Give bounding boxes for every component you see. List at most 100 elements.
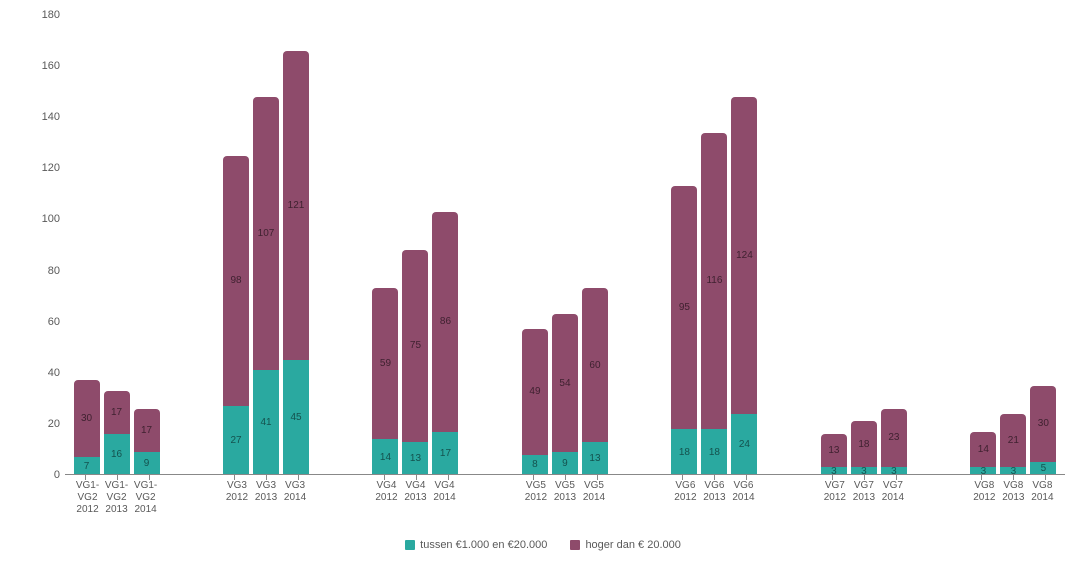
- bar-group: 133183233: [812, 15, 915, 475]
- bar-column: 116 18: [701, 15, 727, 475]
- bar-segment-high: 18: [851, 421, 877, 467]
- bar-group: 143213 30 5: [962, 15, 1065, 475]
- bar-segment-low: 24: [731, 414, 757, 475]
- bar-segment-low: 18: [671, 429, 697, 475]
- bar-value-high: 54: [559, 378, 570, 389]
- legend-label: hoger dan € 20.000: [585, 539, 680, 551]
- bar-column: 75 13: [402, 15, 428, 475]
- bar-segment-low: 7: [74, 457, 100, 475]
- x-tick-label: VG82014: [1030, 480, 1055, 516]
- bar-segment-low: 13: [402, 442, 428, 475]
- bar-value-high: 23: [888, 432, 899, 443]
- bar-value-low: 17: [440, 448, 451, 459]
- bar-column: 59 14: [372, 15, 398, 475]
- x-tick-label: VG42014: [432, 480, 457, 516]
- bar-segment-high: 30: [1030, 386, 1056, 463]
- x-tick-label: VG72012: [822, 480, 847, 516]
- bar-segment-high: 121: [283, 51, 309, 360]
- x-tick-label: VG72013: [851, 480, 876, 516]
- x-tick-label: VG72014: [880, 480, 905, 516]
- bar-column: 143: [970, 15, 996, 475]
- bar-value-high: 30: [1038, 418, 1049, 429]
- bar-value-low: 7: [84, 461, 90, 472]
- bar-column: 54 9: [552, 15, 578, 475]
- bar-value-low: 9: [144, 458, 150, 469]
- bar-value-high: 121: [288, 200, 305, 211]
- bar-segment-high: 75: [402, 250, 428, 442]
- bar-value-low: 18: [709, 447, 720, 458]
- bar-value-low: 14: [380, 452, 391, 463]
- bar-group: 59 14 75 13 86 17: [364, 15, 467, 475]
- bar-segment-low: 45: [283, 360, 309, 475]
- bar-segment-high: 21: [1000, 414, 1026, 468]
- bar-column: 133: [821, 15, 847, 475]
- x-tick-label: VG62013: [702, 480, 727, 516]
- bar-group: 498 54 9 60 13: [513, 15, 616, 475]
- y-tick-label: 60: [25, 316, 60, 328]
- x-tick-label: VG1-VG22012: [75, 480, 100, 516]
- x-tick-label: VG52013: [552, 480, 577, 516]
- bar-segment-high: 107: [253, 97, 279, 370]
- bar-value-high: 107: [258, 228, 275, 239]
- bar-value-high: 17: [141, 425, 152, 436]
- x-axis-labels: VG1-VG22012VG1-VG22013VG1-VG22014VG32012…: [65, 480, 1065, 516]
- plot-area: 020406080100120140160180 307171617998271…: [65, 15, 1065, 475]
- bar-value-high: 98: [230, 275, 241, 286]
- bar-value-low: 16: [111, 449, 122, 460]
- x-tick-label: VG42013: [403, 480, 428, 516]
- legend-item-low: tussen €1.000 en €20.000: [405, 539, 547, 551]
- x-tick-label: VG32014: [283, 480, 308, 516]
- y-tick-label: 180: [25, 9, 60, 21]
- legend-label: tussen €1.000 en €20.000: [420, 539, 547, 551]
- bar-value-high: 60: [589, 360, 600, 371]
- bar-column: 213: [1000, 15, 1026, 475]
- bar-column: 60 13: [582, 15, 608, 475]
- bar-column: 124 24: [731, 15, 757, 475]
- bar-column: 86 17: [432, 15, 458, 475]
- y-tick-label: 160: [25, 60, 60, 72]
- y-tick-label: 20: [25, 418, 60, 430]
- bar-column: 498: [522, 15, 548, 475]
- x-tick-label: VG1-VG22014: [133, 480, 158, 516]
- x-tick-label: VG62012: [673, 480, 698, 516]
- bar-segment-high: 30: [74, 380, 100, 457]
- bar-value-high: 17: [111, 407, 122, 418]
- bar-column: 107 41: [253, 15, 279, 475]
- bar-group: 3071716179: [65, 15, 168, 475]
- bar-segment-high: 17: [134, 409, 160, 452]
- bar-value-high: 86: [440, 316, 451, 327]
- bar-value-high: 13: [828, 445, 839, 456]
- y-tick-label: 140: [25, 111, 60, 123]
- bar-segment-low: 17: [432, 432, 458, 475]
- bar-segment-high: 14: [970, 432, 996, 468]
- bar-value-low: 27: [230, 435, 241, 446]
- bar-segment-low: 14: [372, 439, 398, 475]
- bar-value-high: 95: [679, 302, 690, 313]
- legend-item-high: hoger dan € 20.000: [570, 539, 680, 551]
- bar-value-high: 14: [978, 444, 989, 455]
- bar-value-high: 21: [1008, 435, 1019, 446]
- bar-segment-high: 59: [372, 288, 398, 439]
- y-tick-label: 100: [25, 213, 60, 225]
- bar-group: 95 18 116 18 124 24: [663, 15, 766, 475]
- bar-segment-high: 23: [881, 409, 907, 468]
- x-tick-label: VG62014: [731, 480, 756, 516]
- bar-value-low: 9: [562, 458, 568, 469]
- bar-column: 121 45: [283, 15, 309, 475]
- bar-value-high: 124: [736, 250, 753, 261]
- bar-segment-low: 16: [104, 434, 130, 475]
- y-tick-label: 0: [25, 469, 60, 481]
- bar-column: 1716: [104, 15, 130, 475]
- bar-segment-high: 49: [522, 329, 548, 454]
- bar-value-high: 75: [410, 340, 421, 351]
- bar-value-low: 41: [260, 417, 271, 428]
- bar-segment-high: 86: [432, 212, 458, 432]
- bar-column: 17 9: [134, 15, 160, 475]
- x-tick-label: VG1-VG22013: [104, 480, 129, 516]
- bar-value-low: 5: [1041, 463, 1047, 474]
- bar-column: 98 27: [223, 15, 249, 475]
- bar-value-low: 24: [739, 439, 750, 450]
- bar-value-high: 18: [858, 439, 869, 450]
- bar-value-high: 116: [706, 275, 722, 286]
- bar-value-low: 13: [589, 453, 600, 464]
